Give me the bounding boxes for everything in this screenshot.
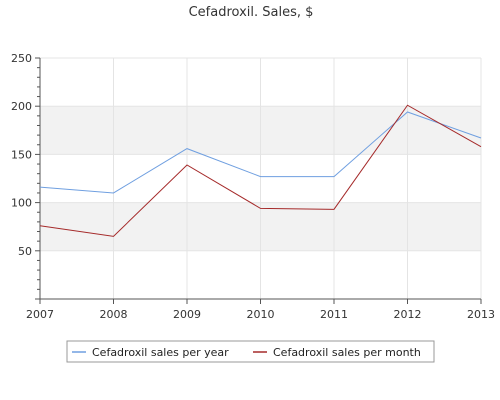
series-line-1 — [39, 111, 482, 194]
y-axis-ticks: 50 100 150 200 250 — [11, 52, 40, 300]
y-tick-label: 100 — [11, 197, 32, 210]
x-tick-label: 2007 — [26, 308, 54, 321]
legend-label-1: Cefadroxil sales per year — [92, 346, 229, 359]
legend-label-2: Cefadroxil sales per month — [273, 346, 421, 359]
y-tick-label: 200 — [11, 100, 32, 113]
x-tick-label: 2009 — [173, 308, 201, 321]
x-tick-label: 2010 — [247, 308, 275, 321]
x-tick-label: 2012 — [394, 308, 422, 321]
y-tick-label: 250 — [11, 52, 32, 65]
chart-title: Cefadroxil. Sales, $ — [189, 5, 314, 20]
x-tick-label: 2013 — [467, 308, 495, 321]
x-tick-label: 2008 — [100, 308, 128, 321]
y-tick-label: 150 — [11, 148, 32, 161]
x-tick-label: 2011 — [320, 308, 348, 321]
legend-box — [66, 340, 435, 363]
series-lines — [39, 104, 482, 237]
legend: Cefadroxil sales per year Cefadroxil sale… — [66, 340, 435, 363]
y-tick-label: 50 — [18, 245, 32, 258]
series-line-2 — [39, 104, 482, 237]
x-axis-ticks: 2007 2008 2009 2010 2011 2012 2013 — [26, 299, 495, 321]
vertical-gridlines — [39, 58, 482, 299]
